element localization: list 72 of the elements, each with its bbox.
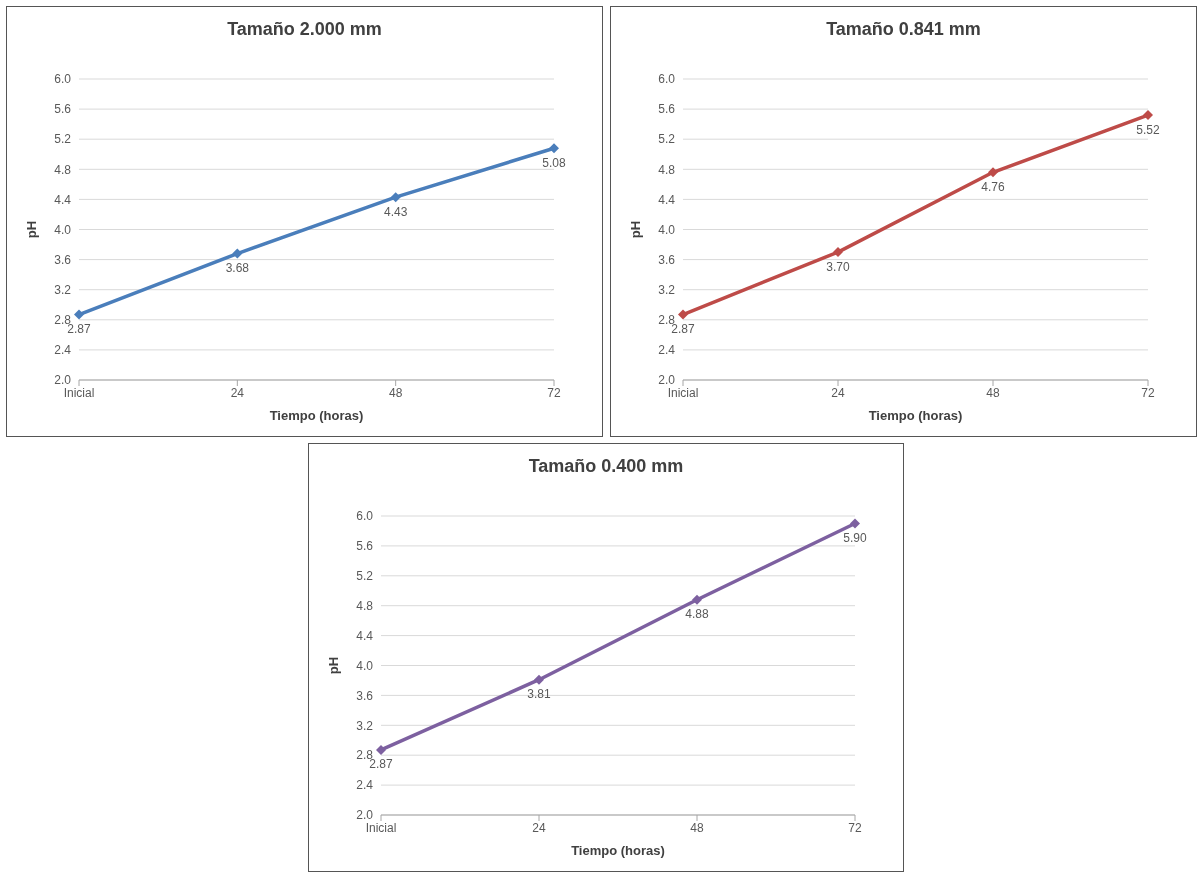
data-label: 5.90 — [843, 530, 867, 545]
point — [692, 594, 702, 605]
point — [534, 674, 544, 685]
y-tick-label: 4.4 — [54, 192, 72, 207]
y-tick-label: 3.2 — [658, 282, 676, 297]
y-tick-label: 2.0 — [356, 808, 374, 823]
y-tick-label: 3.6 — [356, 688, 374, 703]
y-tick-label: 3.2 — [356, 718, 374, 733]
point — [833, 247, 843, 258]
y-axis-title: pH — [325, 656, 341, 675]
chart-title: Tamaño 0.841 mm — [825, 19, 982, 41]
point — [390, 192, 401, 203]
x-tick-label: 24 — [230, 385, 245, 400]
y-tick-label: 5.2 — [54, 132, 72, 147]
y-tick-label: 5.6 — [658, 102, 676, 117]
x-tick-label: 24 — [532, 820, 546, 835]
data-label: 5.52 — [1136, 122, 1160, 137]
y-tick-label: 5.2 — [356, 569, 374, 584]
x-tick-label: 48 — [690, 820, 704, 835]
chart-title: Tamaño 0.400 mm — [527, 456, 685, 478]
y-tick-label: 3.6 — [54, 252, 72, 267]
data-label: 4.88 — [685, 607, 709, 622]
point — [988, 167, 998, 178]
data-label: 4.43 — [383, 204, 408, 219]
point — [74, 309, 84, 320]
x-tick-label: 48 — [388, 385, 403, 400]
y-tick-label: 4.8 — [658, 162, 676, 177]
x-tick-label: 72 — [1141, 385, 1155, 400]
y-tick-label: 2.4 — [356, 778, 374, 793]
x-axis-title: Tiempo (horas) — [868, 408, 963, 423]
y-tick-label: 6.0 — [658, 72, 676, 87]
y-tick-label: 5.6 — [54, 102, 72, 117]
data-label: 3.68 — [225, 261, 250, 276]
y-tick-label: 4.0 — [356, 658, 374, 673]
y-tick-label: 5.2 — [658, 132, 676, 147]
point — [232, 248, 243, 259]
x-tick-label: Inicial — [667, 385, 699, 400]
y-tick-label: 3.6 — [658, 252, 676, 267]
data-label: 5.08 — [542, 155, 566, 170]
y-tick-label: 2.4 — [658, 343, 676, 358]
x-axis-title: Tiempo (horas) — [571, 843, 665, 858]
y-tick-label: 4.0 — [658, 222, 676, 237]
chart-title: Tamaño 2.000 mm — [226, 19, 383, 41]
y-tick-label: 4.4 — [658, 192, 676, 207]
y-tick-label: 5.6 — [356, 539, 374, 554]
data-label: 4.76 — [981, 179, 1005, 194]
x-axis-title: Tiempo (horas) — [269, 408, 364, 423]
y-axis-title: pH — [23, 220, 39, 239]
y-axis-title: pH — [627, 220, 643, 239]
x-tick-label: 72 — [848, 820, 862, 835]
point — [1143, 110, 1153, 121]
x-tick-label: Inicial — [365, 820, 397, 835]
data-label: 3.81 — [527, 687, 551, 702]
y-tick-label: 4.4 — [356, 628, 374, 643]
point — [678, 309, 688, 320]
data-label: 3.70 — [826, 259, 850, 274]
y-tick-label: 4.0 — [54, 222, 72, 237]
x-tick-label: 72 — [547, 385, 561, 400]
y-tick-label: 6.0 — [54, 72, 72, 87]
point — [850, 518, 860, 529]
point — [376, 744, 386, 755]
x-tick-label: Inicial — [63, 385, 95, 400]
y-tick-label: 2.0 — [54, 373, 72, 388]
y-tick-label: 6.0 — [356, 509, 374, 524]
y-tick-label: 2.0 — [658, 373, 676, 388]
y-tick-label: 2.4 — [54, 343, 72, 358]
x-tick-label: 24 — [831, 385, 845, 400]
x-tick-label: 48 — [986, 385, 1000, 400]
y-tick-label: 3.2 — [54, 282, 72, 297]
y-tick-label: 4.8 — [356, 598, 374, 613]
y-tick-label: 4.8 — [54, 162, 72, 177]
point — [549, 143, 559, 154]
